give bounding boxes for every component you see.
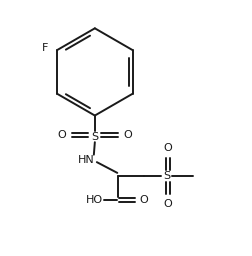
Text: HO: HO <box>86 195 103 205</box>
Text: O: O <box>124 130 132 140</box>
Text: O: O <box>164 199 172 209</box>
Text: F: F <box>42 43 49 53</box>
Text: S: S <box>91 132 99 142</box>
Text: HN: HN <box>78 155 95 165</box>
Text: S: S <box>163 171 170 181</box>
Text: O: O <box>139 195 148 205</box>
Text: O: O <box>164 143 172 153</box>
Text: O: O <box>57 130 66 140</box>
